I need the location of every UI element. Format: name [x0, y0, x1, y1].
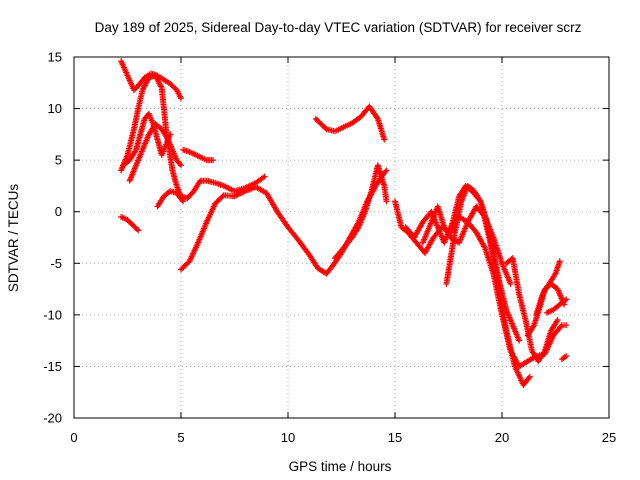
x-tick-label: 0	[70, 430, 77, 445]
y-tick-label: 15	[48, 50, 62, 65]
y-tick-label: -10	[43, 307, 62, 322]
data-point	[178, 95, 184, 102]
data-point	[135, 227, 142, 234]
grid-lines	[74, 57, 609, 418]
chart-title: Day 189 of 2025, Sidereal Day-to-day VTE…	[95, 20, 582, 35]
data-point	[180, 198, 187, 205]
data-point	[383, 198, 390, 205]
data-point	[381, 136, 388, 143]
y-tick-label: -15	[43, 359, 62, 374]
x-axis-label: GPS time / hours	[289, 459, 392, 474]
data-point	[178, 162, 184, 169]
x-tick-label: 20	[495, 430, 509, 445]
data-point-fill	[179, 197, 186, 204]
y-tick-label: 10	[48, 101, 62, 116]
data-point	[261, 173, 268, 180]
data-point-fill	[525, 375, 532, 382]
data-point	[526, 373, 533, 380]
data-point	[167, 131, 174, 138]
y-tick-label: 0	[55, 204, 62, 219]
data-point	[563, 322, 570, 329]
data-point	[210, 157, 217, 164]
data-point-fill	[133, 226, 140, 233]
data-point	[507, 280, 514, 287]
x-tick-label: 10	[281, 430, 295, 445]
data-point	[563, 296, 570, 303]
data-point	[516, 337, 523, 344]
y-tick-label: 5	[55, 153, 62, 168]
plot-frame	[73, 56, 610, 419]
data-point-fill	[219, 193, 226, 200]
x-tick-label: 5	[177, 430, 184, 445]
data-points	[118, 58, 570, 388]
data-point	[383, 167, 390, 174]
data-point-fill	[382, 168, 389, 175]
y-tick-label: -20	[43, 411, 62, 426]
x-axis-ticks: 0 5 10 15 20 25	[70, 57, 616, 445]
y-axis-ticks: -20 -15 -10 -5 0 5 10 15	[43, 50, 609, 426]
data-point-fill	[557, 323, 564, 330]
data-point-fill	[176, 161, 183, 168]
y-tick-label: -5	[50, 256, 62, 271]
x-tick-label: 15	[388, 430, 402, 445]
data-point-fill	[561, 297, 568, 304]
x-tick-label: 25	[602, 430, 616, 445]
data-point	[554, 317, 561, 324]
data-point	[563, 353, 570, 360]
y-axis-label: SDTVAR / TECUs	[6, 184, 21, 293]
data-point	[556, 258, 563, 265]
